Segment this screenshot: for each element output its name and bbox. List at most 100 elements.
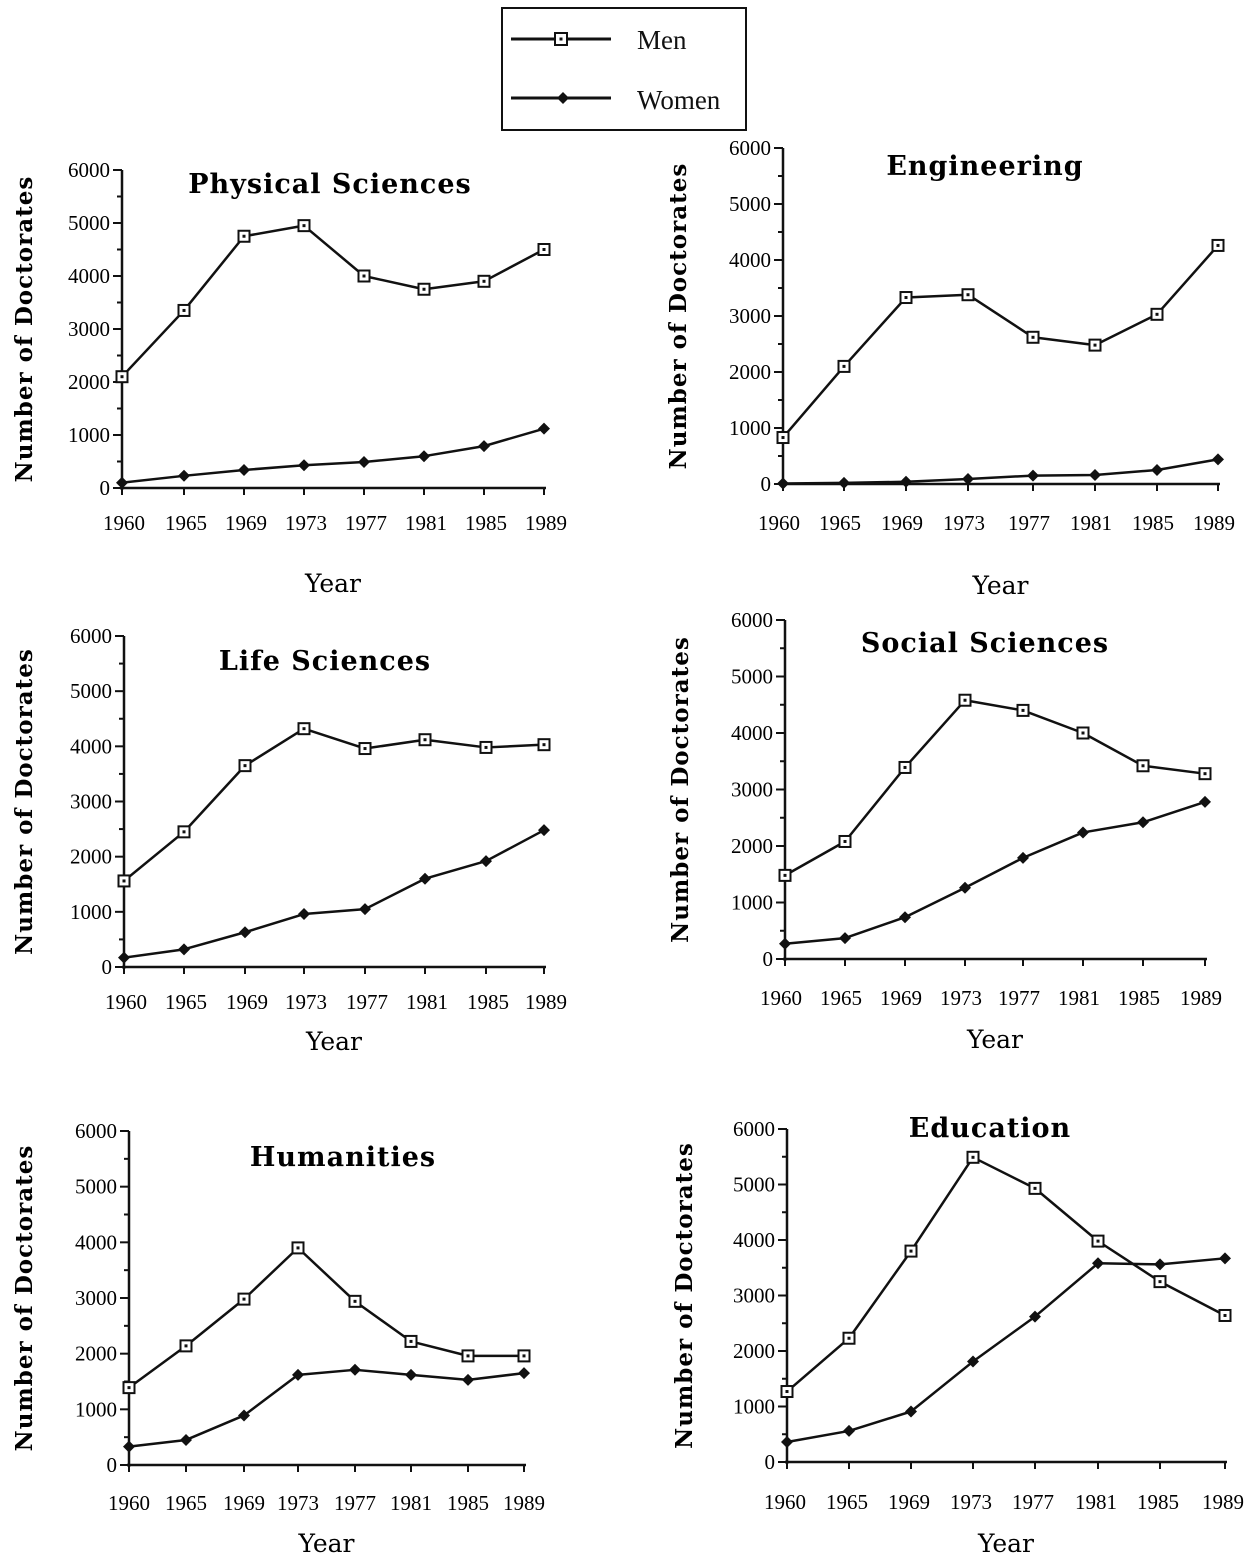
x-tick-label: 1973	[940, 986, 982, 1010]
series-line-women	[782, 458, 1219, 485]
data-point-women	[405, 1368, 417, 1381]
series-line-men	[786, 1156, 1226, 1393]
data-point-women	[899, 911, 911, 924]
data-point-center-men	[1223, 1313, 1227, 1317]
data-point-center-men	[182, 830, 186, 834]
data-point-center-men	[1155, 312, 1159, 316]
data-point-center-men	[783, 873, 787, 877]
series-line-men	[782, 244, 1219, 439]
data-point-center-men	[1081, 731, 1085, 735]
x-tick-label: 1977	[998, 986, 1040, 1010]
series-line-men	[128, 1246, 524, 1389]
data-point-center-men	[484, 745, 488, 749]
x-tick-label: 1977	[1012, 1490, 1054, 1514]
data-point-women	[292, 1368, 304, 1381]
y-tick-label: 2000	[733, 1339, 775, 1363]
x-tick-label: 1977	[1008, 511, 1050, 535]
x-tick-label: 1965	[826, 1490, 868, 1514]
y-tick-label: 2000	[68, 370, 110, 394]
y-tick-label: 6000	[68, 158, 110, 182]
y-tick-label: 4000	[731, 721, 773, 745]
y-tick-label: 3000	[70, 790, 112, 814]
chart-title: Social Sciences	[861, 628, 1109, 659]
x-tick-label: 1989	[525, 511, 567, 535]
data-point-center-men	[122, 879, 126, 883]
data-point-center-men	[302, 224, 306, 228]
x-axis-title: Year	[966, 1025, 1023, 1054]
x-tick-label: 1973	[943, 511, 985, 535]
panel-education: 0 1000 2000 3000 4000 5000 6000 1960 1965 1969 197…	[671, 1113, 1244, 1558]
x-tick-label: 1981	[1075, 1490, 1117, 1514]
x-tick-label: 1960	[108, 1491, 150, 1515]
data-point-center-men	[1031, 335, 1035, 339]
x-tick-label: 1981	[406, 990, 448, 1014]
x-tick-label: 1977	[334, 1491, 376, 1515]
data-point-women	[538, 422, 550, 435]
data-point-women	[178, 469, 190, 482]
x-tick-label: 1985	[467, 990, 509, 1014]
legend-label-men: Men	[637, 25, 687, 55]
chart-title: Physical Sciences	[188, 169, 472, 200]
chart-title: Engineering	[886, 151, 1083, 182]
data-point-center-men	[1216, 243, 1220, 247]
y-tick-label: 0	[107, 1453, 118, 1477]
data-point-women	[1017, 851, 1029, 864]
x-tick-label: 1969	[226, 990, 268, 1014]
chart-title: Life Sciences	[219, 646, 431, 677]
data-point-women	[900, 475, 912, 488]
data-point-center-men	[903, 765, 907, 769]
x-tick-label: 1973	[277, 1491, 319, 1515]
y-axis-title: Number of Doctorates	[667, 636, 694, 943]
data-point-women	[116, 476, 128, 489]
data-point-center-men	[963, 698, 967, 702]
x-axis-title: Year	[972, 571, 1029, 600]
y-tick-label: 5000	[731, 665, 773, 689]
y-tick-label: 2000	[729, 360, 771, 384]
y-axis-title: Number of Doctorates	[11, 176, 38, 483]
x-tick-label: 1960	[103, 511, 145, 535]
y-tick-label: 1000	[729, 416, 771, 440]
data-point-women	[781, 1436, 793, 1449]
data-point-women	[180, 1433, 192, 1446]
data-point-center-men	[482, 279, 486, 283]
x-tick-label: 1965	[819, 511, 861, 535]
y-axis-title: Number of Doctorates	[665, 163, 692, 470]
x-tick-label: 1969	[888, 1490, 930, 1514]
y-tick-label: 1000	[733, 1395, 775, 1419]
x-tick-label: 1985	[465, 511, 507, 535]
x-tick-label: 1960	[764, 1490, 806, 1514]
y-axis-title: Number of Doctorates	[11, 1145, 38, 1452]
x-tick-label: 1981	[405, 511, 447, 535]
x-axis-title: Year	[305, 1027, 362, 1056]
data-point-center-men	[363, 747, 367, 751]
x-tick-label: 1969	[225, 511, 267, 535]
x-tick-label: 1969	[880, 986, 922, 1010]
x-tick-label: 1977	[346, 990, 388, 1014]
data-point-women	[959, 881, 971, 894]
data-point-women	[1029, 1310, 1041, 1323]
y-tick-label: 0	[102, 955, 113, 979]
x-tick-label: 1985	[1137, 1490, 1179, 1514]
data-point-women	[418, 450, 430, 463]
data-point-center-men	[847, 1336, 851, 1340]
data-point-center-men	[785, 1390, 789, 1394]
data-point-women	[238, 463, 250, 476]
data-point-center-men	[296, 1246, 300, 1250]
data-point-center-men	[1158, 1280, 1162, 1284]
series-line-women	[123, 829, 545, 959]
data-point-center-men	[242, 234, 246, 238]
data-point-women	[118, 951, 130, 964]
x-tick-label: 1960	[105, 990, 147, 1014]
y-tick-label: 4000	[68, 264, 110, 288]
data-point-center-men	[843, 839, 847, 843]
data-point-center-men	[127, 1386, 131, 1390]
y-tick-label: 3000	[729, 304, 771, 328]
panel-social-sciences: 0 1000 2000 3000 4000 5000 6000 1960 1965 1969 197…	[667, 608, 1222, 1054]
series-line-women	[784, 800, 1206, 945]
x-tick-label: 1985	[1132, 511, 1174, 535]
data-point-women	[1151, 464, 1163, 476]
y-tick-label: 6000	[733, 1117, 775, 1141]
x-tick-label: 1985	[447, 1491, 489, 1515]
x-tick-label: 1973	[285, 990, 327, 1014]
y-tick-label: 3000	[731, 778, 773, 802]
